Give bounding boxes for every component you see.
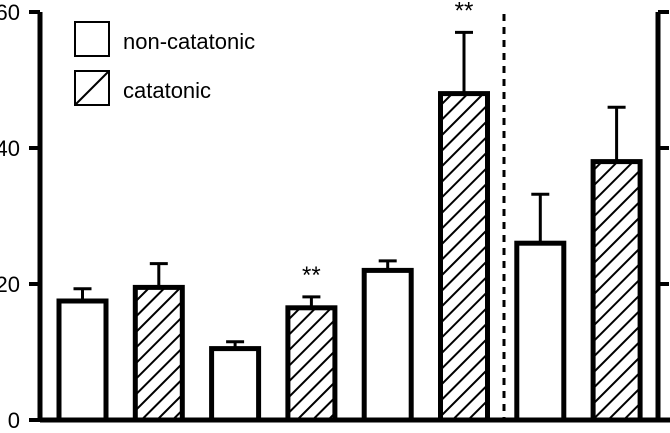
y-tick-label-20: 20 xyxy=(0,272,20,297)
bar-8 xyxy=(590,159,643,423)
legend-swatch-catatonic-hatch xyxy=(74,70,110,106)
significance-marker-4: ** xyxy=(302,262,321,289)
bar-5 xyxy=(361,267,414,423)
significance-marker-6: ** xyxy=(455,0,474,24)
y-tick-label-60: 60 xyxy=(0,0,20,25)
annotations: ** ** xyxy=(302,0,473,289)
y-tick-label-40: 40 xyxy=(0,136,20,161)
error-bars xyxy=(73,30,626,349)
bar-7 xyxy=(514,240,567,423)
y-tick-label-0: 0 xyxy=(8,408,20,428)
bar-2 xyxy=(132,284,185,423)
bar-1 xyxy=(56,298,109,423)
bar-6 xyxy=(438,91,490,423)
legend-label-catatonic: catatonic xyxy=(123,78,211,103)
bars xyxy=(56,91,643,423)
legend-label-non-catatonic: non-catatonic xyxy=(123,29,255,54)
bar-3 xyxy=(209,346,262,423)
legend-swatch-non-catatonic xyxy=(74,21,110,57)
bar-4 xyxy=(285,305,338,423)
legend: non-catatonic catatonic xyxy=(74,21,255,106)
